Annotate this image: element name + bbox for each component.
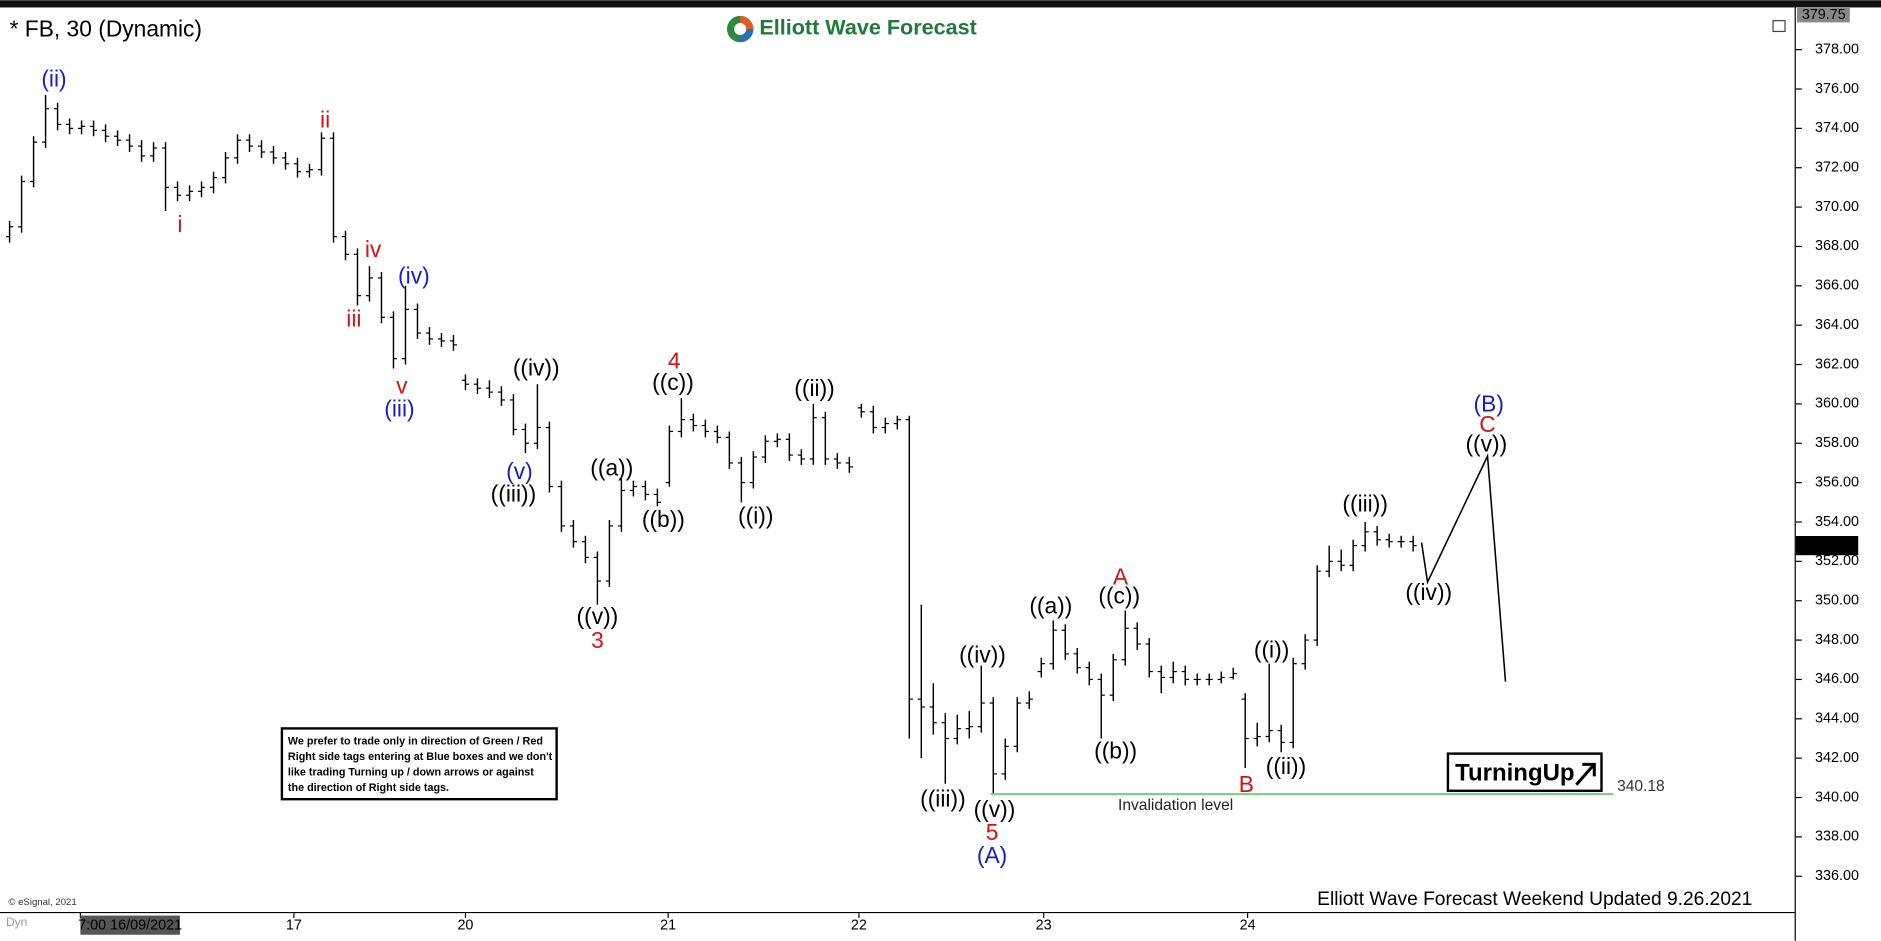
y-tick-label: 340.00 xyxy=(1815,789,1859,805)
wave-label: ((c)) xyxy=(652,369,694,395)
logo-center xyxy=(734,23,747,36)
y-tick-label: 358.00 xyxy=(1815,435,1859,451)
wave-label: i xyxy=(177,211,182,237)
wave-label: B xyxy=(1239,771,1254,797)
note-line: We prefer to trade only in direction of … xyxy=(288,735,543,747)
wave-label: (ii) xyxy=(41,66,66,92)
badge-frame xyxy=(1446,752,1603,792)
turning-up-badge: TurningUp xyxy=(1446,752,1603,792)
y-tick-label: 344.00 xyxy=(1815,711,1859,727)
wave-label: (iv) xyxy=(398,262,430,288)
y-tick-label: 366.00 xyxy=(1815,278,1859,294)
note-box: We prefer to trade only in direction of … xyxy=(280,727,558,801)
invalidation-value: 340.18 xyxy=(1617,778,1665,795)
invalidation-text: Invalidation level xyxy=(1118,797,1233,814)
wave-label: ((iii)) xyxy=(1342,490,1388,516)
last-price-label: 352.80 xyxy=(1802,537,1846,553)
y-tick-label: 370.00 xyxy=(1815,199,1859,215)
x-tick-label: 23 xyxy=(1036,918,1052,934)
wave-label: (iii) xyxy=(384,396,414,422)
wave-label: ((a)) xyxy=(590,454,633,480)
wave-label: ((b)) xyxy=(642,506,685,532)
note-line: like trading Turning up / down arrows or… xyxy=(288,767,534,779)
y-tick-label: 336.00 xyxy=(1815,868,1859,884)
x-tick-label-box xyxy=(80,915,180,935)
wave-label: 3 xyxy=(591,627,604,653)
note-frame xyxy=(280,727,558,801)
wave-label: ((v)) xyxy=(577,603,619,629)
y-tick-label: 376.00 xyxy=(1815,81,1859,97)
wave-label: 5 xyxy=(986,819,999,845)
wave-label: ((a)) xyxy=(1029,592,1072,618)
brand-name: Elliott Wave Forecast xyxy=(759,15,976,40)
x-tick-label: 7:00 16/09/2021 xyxy=(78,918,182,934)
high-marker-box xyxy=(1797,8,1850,23)
wave-label: iv xyxy=(365,236,382,262)
wave-label: ((iii)) xyxy=(920,785,966,811)
wave-label: ((iv)) xyxy=(513,355,560,381)
mode-label: Dyn xyxy=(6,915,27,929)
wave-label: 4 xyxy=(668,348,681,374)
y-tick-label: 338.00 xyxy=(1815,829,1859,845)
wave-label: ((iii)) xyxy=(491,481,537,507)
wave-label: v xyxy=(396,373,408,399)
x-tick-label: 20 xyxy=(457,918,473,934)
y-tick-label: 374.00 xyxy=(1815,120,1859,136)
last-price-box xyxy=(1795,536,1859,556)
x-tick-label: 22 xyxy=(851,918,867,934)
wave-label: ((v)) xyxy=(1465,430,1507,456)
y-tick-label: 372.00 xyxy=(1815,160,1859,176)
wave-label: ((v)) xyxy=(974,796,1016,822)
price-bars xyxy=(5,94,1417,794)
wave-label: (A) xyxy=(977,842,1007,868)
footer: Elliott Wave Forecast Weekend Updated 9.… xyxy=(1317,889,1752,910)
y-tick-label: 346.00 xyxy=(1815,671,1859,687)
top-bar xyxy=(0,0,1881,8)
x-tick-label: 24 xyxy=(1240,918,1256,934)
y-tick-label: 378.00 xyxy=(1815,41,1859,57)
y-tick-label: 348.00 xyxy=(1815,632,1859,648)
wave-label: ((ii)) xyxy=(794,375,834,401)
y-tick-label: 352.00 xyxy=(1815,553,1859,569)
y-tick-label: 350.00 xyxy=(1815,593,1859,609)
y-tick-label: 342.00 xyxy=(1815,750,1859,766)
wave-label: ((c)) xyxy=(1098,583,1140,609)
wave-label: ii xyxy=(320,106,330,132)
y-tick-label: 362.00 xyxy=(1815,356,1859,372)
y-tick-label: 368.00 xyxy=(1815,238,1859,254)
wave-label: ((iv)) xyxy=(1405,579,1452,605)
wave-label: C xyxy=(1479,411,1495,437)
badge-text: TurningUp xyxy=(1455,759,1574,786)
chart-title: * FB, 30 (Dynamic) xyxy=(10,15,202,41)
x-tick-label: 17 xyxy=(286,918,302,934)
window-icon[interactable] xyxy=(1772,20,1786,33)
wave-label: A xyxy=(1113,563,1129,589)
wave-label: ((i)) xyxy=(1254,637,1289,663)
projection-path xyxy=(1420,453,1507,682)
brand-logo: Elliott Wave Forecast xyxy=(726,15,977,43)
wave-label: (v) xyxy=(506,458,533,484)
wave-label: iii xyxy=(346,306,361,332)
y-tick-label: 364.00 xyxy=(1815,317,1859,333)
note-line: the direction of Right side tags. xyxy=(288,782,449,794)
note-line: Right side tags entering at Blue boxes a… xyxy=(288,751,553,763)
y-tick-label: 354.00 xyxy=(1815,514,1859,530)
copyright: © eSignal, 2021 xyxy=(8,897,76,908)
wave-label: ((i)) xyxy=(738,502,773,528)
y-tick-label: 360.00 xyxy=(1815,396,1859,412)
wave-label: (B) xyxy=(1474,391,1504,417)
wave-label: ((b)) xyxy=(1094,737,1137,763)
y-tick-label: 356.00 xyxy=(1815,474,1859,490)
wave-label: ((ii)) xyxy=(1266,753,1306,779)
x-tick-label: 21 xyxy=(660,918,676,934)
wave-label: ((iv)) xyxy=(959,641,1006,667)
badge-arrow xyxy=(1575,762,1596,786)
high-marker-label: 379.75 xyxy=(1802,7,1846,23)
